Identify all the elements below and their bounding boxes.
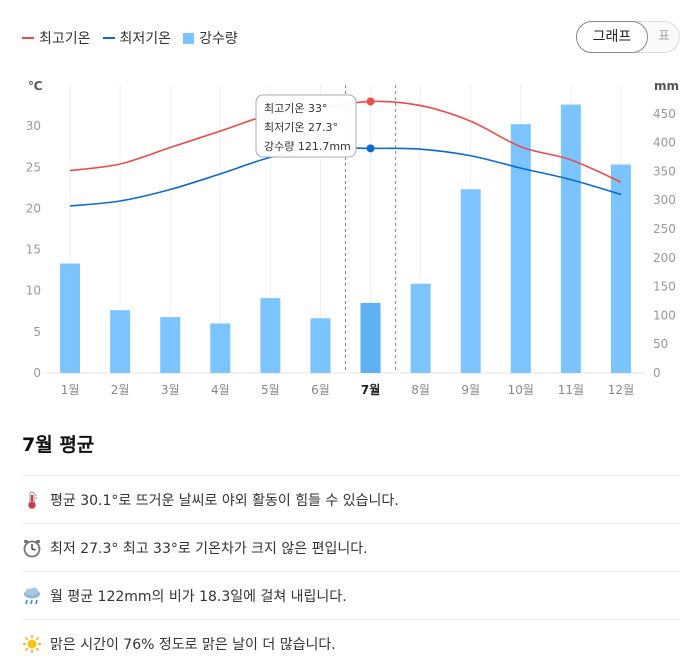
summary-text-temperature: 평균 30.1°로 뜨거운 날씨로 야외 활동이 힘들 수 있습니다. [50, 492, 399, 509]
rain-bar-11 [560, 104, 581, 374]
chart-legend: 최고기온 최저기온 강수량 [22, 28, 250, 48]
summary-row-rain: 월 평균 122mm의 비가 18.3일에 걸쳐 내립니다. [22, 571, 680, 619]
y-left-tick-label: 5 [33, 325, 41, 339]
legend-max-label: 최고기온 [39, 31, 91, 47]
legend-min-label: 최저기온 [119, 31, 172, 47]
graph-view-button[interactable]: 그래프 [576, 21, 648, 53]
x-tick-label: 1월 [61, 383, 80, 397]
legend-max-temp[interactable]: 최고기온 [22, 28, 91, 48]
rain-bars [60, 104, 631, 374]
rain-bar-8 [410, 283, 431, 373]
summary-text-range: 최저 27.3° 최고 33°로 기온차가 크지 않은 편입니다. [50, 540, 368, 557]
x-tick-label: 9월 [461, 383, 480, 397]
y-right-tick-label: 150 [653, 280, 676, 294]
x-tick-label: 12월 [608, 383, 634, 397]
view-toggle: 그래프 표 [576, 21, 680, 53]
rain-bar-2 [110, 310, 131, 373]
summary-text-rain: 월 평균 122mm의 비가 18.3일에 걸쳐 내립니다. [50, 588, 347, 605]
x-tick-label: 2월 [111, 383, 130, 397]
y-right-tick-label: 200 [653, 251, 676, 265]
y-right-tick-label: 0 [653, 366, 661, 380]
tooltip-line-1: 최고기온 33° [264, 102, 327, 115]
y-left-tick-label: 30 [26, 119, 41, 133]
rain-bar-1 [60, 263, 81, 373]
tooltip-box [255, 94, 357, 158]
y-right-unit: mm [654, 79, 679, 93]
max-temp-point-selected [366, 97, 375, 106]
summary-text-sunshine: 맑은 시간이 76% 정도로 맑은 날이 더 많습니다. [50, 636, 336, 653]
rain-cloud-icon [24, 587, 40, 604]
x-tick-label: 7월 [361, 382, 380, 397]
legend-min-swatch [102, 37, 115, 39]
y-right-tick-label: 350 [653, 164, 676, 178]
tooltip-line-2: 최저기온 27.3° [264, 121, 338, 134]
table-view-button[interactable]: 표 [658, 29, 670, 44]
y-left-tick-label: 20 [26, 201, 41, 215]
legend-max-swatch [22, 37, 34, 39]
rain-bar-6 [310, 318, 331, 373]
x-tick-label: 8월 [411, 383, 430, 397]
legend-rain-swatch [183, 32, 195, 44]
sun-icon [23, 634, 41, 653]
rain-bar-12 [610, 164, 631, 373]
rain-bar-9 [460, 189, 481, 373]
tooltip-line-3: 강수량 121.7mm [264, 140, 351, 153]
summary-row-range: 최저 27.3° 최고 33°로 기온차가 크지 않은 편입니다. [22, 523, 680, 571]
y-left-tick-label: 25 [26, 160, 41, 174]
x-tick-label: 5월 [261, 383, 280, 397]
min-temp-point-selected [366, 144, 375, 153]
x-tick-label: 4월 [211, 383, 230, 397]
y-right-tick-label: 50 [653, 337, 668, 351]
y-left-unit: ℃ [28, 79, 43, 93]
legend-rain-label: 강수량 [199, 31, 238, 47]
y-left-tick-label: 0 [33, 366, 41, 380]
y-right-tick-label: 100 [653, 308, 676, 322]
summary-row-temperature: 평균 30.1°로 뜨거운 날씨로 야외 활동이 힘들 수 있습니다. [22, 475, 680, 523]
x-tick-label: 3월 [161, 383, 180, 397]
y-right-tick-label: 250 [653, 222, 676, 236]
rain-bar-7 [360, 302, 381, 373]
rain-bar-3 [160, 317, 181, 373]
y-left-tick-label: 10 [26, 284, 41, 298]
rain-bar-5 [260, 298, 281, 373]
summary-title: 7월 평균 [22, 434, 95, 456]
summary-row-sunshine: 맑은 시간이 76% 정도로 맑은 날이 더 많습니다. [22, 619, 680, 667]
clock-icon [23, 539, 41, 557]
rain-bar-4 [210, 323, 231, 373]
legend-min-temp[interactable]: 최저기온 [102, 28, 172, 48]
x-tick-label: 6월 [311, 383, 330, 397]
x-tick-label: 11월 [558, 383, 584, 397]
axis-labels: 0 5 10 15 20 25 30 ℃ 0 50 100 150 200 250 300 350 400 450… [26, 79, 679, 397]
y-right-tick-label: 300 [653, 193, 676, 207]
thermometer-icon [28, 491, 37, 509]
legend-rain[interactable]: 강수량 [183, 28, 238, 48]
y-left-tick-label: 15 [26, 243, 41, 257]
month-summary: 7월 평균 평균 30.1°로 뜨거운 날씨로 야외 활동이 힘들 수 있습니다… [22, 430, 680, 667]
x-tick-label: 10월 [508, 383, 534, 397]
chart-tooltip: 최고기온 33° 최저기온 27.3° 강수량 121.7mm [255, 94, 357, 158]
rain-bar-10 [510, 124, 531, 373]
y-right-tick-label: 400 [653, 136, 676, 150]
weather-chart: 0 5 10 15 20 25 30 ℃ 0 50 100 150 200 250 300 350 400 450… [26, 79, 679, 397]
y-right-tick-label: 450 [653, 107, 676, 121]
